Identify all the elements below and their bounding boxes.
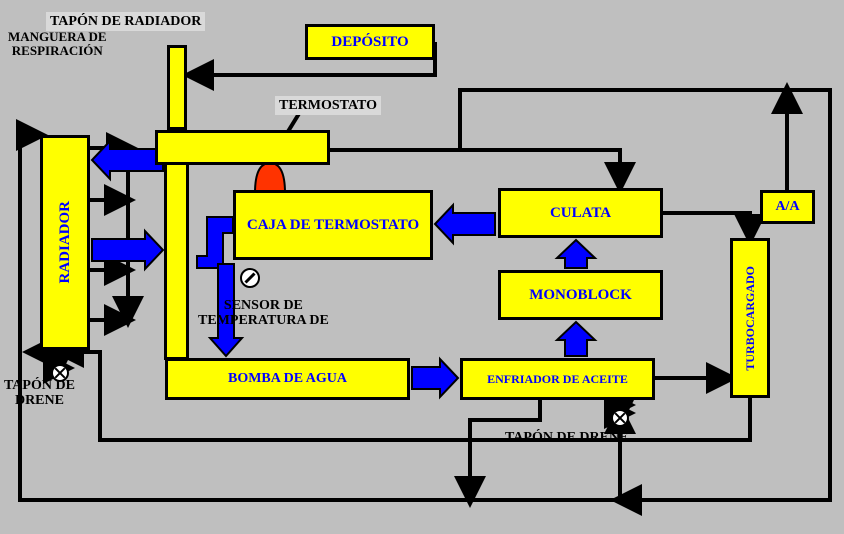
box-caja: CAJA DE TERMOSTATO: [233, 190, 433, 260]
label-tapon-drene-2: TAPÓN DE DRENE: [505, 430, 628, 445]
box-enfriador: ENFRIADOR DE ACEITE: [460, 358, 655, 400]
bar-top-thin: [167, 45, 187, 130]
box-monoblock: MONOBLOCK: [498, 270, 663, 320]
label-manguera: MANGUERA DE RESPIRACIÓN: [8, 30, 107, 59]
box-turbo: TURBOCARGADO: [730, 238, 770, 398]
box-deposito: DEPÓSITO: [305, 24, 435, 60]
diagram-svg: [0, 0, 844, 534]
bar-mid: [155, 130, 330, 165]
bar-left-thin: [164, 165, 189, 360]
label-sensor: SENSOR DE TEMPERATURA DE: [198, 298, 329, 329]
box-radiador: RADIADOR: [40, 135, 90, 350]
label-termostato: TERMOSTATO: [275, 96, 381, 115]
box-culata: CULATA: [498, 188, 663, 238]
box-aa: A/A: [760, 190, 815, 224]
box-bomba: BOMBA DE AGUA: [165, 358, 410, 400]
label-tapon-drene-1: TAPÓN DE DRENE: [4, 378, 75, 409]
